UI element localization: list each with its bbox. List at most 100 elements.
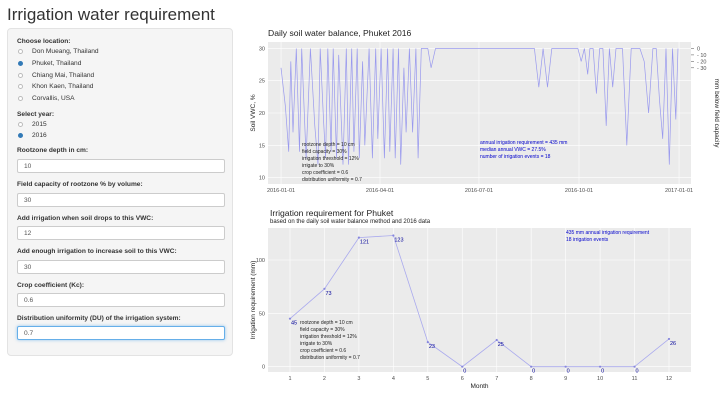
x-tick-label: 2016-04-01 — [366, 188, 394, 194]
data-label: 25 — [498, 342, 504, 348]
monthly-param-text: distribution uniformity = 0.7 — [300, 355, 360, 361]
monthly-param-text: irrigation threshold = 12% — [300, 334, 357, 340]
monthly-param-text: crop coefficient = 0.6 — [300, 348, 346, 354]
y-tick-label: 25 — [259, 79, 265, 85]
data-point — [633, 365, 636, 368]
irrigate-to-input[interactable] — [17, 260, 225, 274]
location-option-chiang-mai[interactable]: Chiang Mai, Thailand — [18, 71, 94, 80]
data-point — [667, 337, 671, 341]
x-tick-label: 2016-10-01 — [565, 188, 593, 194]
data-point — [288, 317, 292, 320]
radio-icon[interactable] — [18, 122, 23, 127]
daily-param-text: irrigate to 30% — [302, 163, 335, 169]
y2-tick-label: - 30 — [697, 66, 706, 72]
y2-tick-label: 0 — [697, 46, 700, 52]
data-label: 0 — [532, 369, 535, 375]
x-tick-label: 9 — [564, 376, 567, 382]
y-axis-label: Soil VWC, % — [250, 94, 257, 131]
data-label: 0 — [567, 369, 570, 375]
monthly-plot-subtitle: based on the daily soil water balance me… — [270, 219, 431, 225]
rootzone-depth-input[interactable] — [17, 159, 225, 173]
y2-tick-label: - 10 — [697, 53, 706, 59]
data-point — [461, 365, 464, 368]
data-point — [357, 236, 361, 239]
daily-chart: 10 15 20 25 30 2016-01-01 2016-04-01 2016-07-01… — [250, 42, 720, 194]
y-tick-label: 50 — [259, 311, 265, 317]
irrigation-threshold-label: Add irrigation when soil drops to this V… — [17, 215, 154, 222]
y-tick-label: 100 — [256, 258, 265, 264]
location-label: Choose location: — [17, 38, 71, 45]
plot-panel — [268, 228, 691, 372]
x-tick-label: 6 — [461, 376, 464, 382]
x-tick-label: 5 — [426, 376, 429, 382]
radio-icon[interactable] — [18, 96, 23, 101]
daily-param-text: crop coefficient = 0.6 — [302, 170, 348, 176]
daily-plot-title: Daily soil water balance, Phuket 2016 — [268, 28, 412, 38]
vwc-series-line — [280, 48, 679, 165]
distribution-uniformity-label: Distribution uniformity (DU) of the irri… — [17, 315, 181, 322]
monthly-param-text: irrigate to 30% — [300, 341, 333, 347]
x-tick-label: 8 — [530, 376, 533, 382]
y-axis-label: Irrigation requirement (mm) — [250, 261, 257, 340]
app-title: Irrigation water requirement — [7, 5, 215, 24]
x-tick-label: 1 — [288, 376, 291, 382]
daily-param-text: field capacity = 30% — [302, 149, 347, 155]
data-point — [426, 341, 429, 344]
y2-tick-label: - 20 — [697, 59, 706, 65]
field-capacity-input[interactable] — [17, 193, 225, 207]
x-tick-label: 11 — [632, 376, 638, 382]
monthly-annotation-text: 435 mm annual irrigation requirement — [566, 230, 650, 236]
x-tick-label: 2017-01-01 — [665, 188, 693, 194]
data-label: 0 — [463, 369, 466, 375]
data-label: 26 — [670, 341, 676, 347]
x-tick-label: 4 — [392, 376, 395, 382]
radio-icon[interactable] — [18, 73, 23, 78]
data-label: 45 — [291, 321, 297, 327]
location-option-don-mueang[interactable]: Don Mueang, Thailand — [18, 47, 99, 56]
x-tick-label: 2016-01-01 — [267, 188, 295, 194]
year-option-2016[interactable]: 2016 — [18, 131, 47, 140]
crop-coefficient-input[interactable] — [17, 293, 225, 307]
data-label: 73 — [325, 291, 331, 297]
year-label: Select year: — [17, 111, 55, 118]
location-option-khon-kaen[interactable]: Khon Kaen, Thailand — [18, 82, 93, 91]
distribution-uniformity-input[interactable] — [17, 326, 225, 340]
x-tick-label: 12 — [666, 376, 672, 382]
data-point — [564, 365, 567, 368]
location-option-phuket[interactable]: Phuket, Thailand — [18, 59, 81, 68]
data-label: 121 — [360, 240, 369, 246]
data-point — [530, 365, 533, 368]
daily-param-text: irrigation threshold = 12% — [302, 156, 359, 162]
data-point — [598, 365, 602, 368]
location-option-corvallis[interactable]: Corvallis, USA — [18, 94, 75, 103]
irrigation-threshold-input[interactable] — [17, 226, 225, 240]
year-option-2015[interactable]: 2015 — [18, 120, 47, 129]
irrigate-to-label: Add enough irrigation to increase soil t… — [17, 248, 177, 255]
daily-stats-text: number of irrigation events = 18 — [480, 154, 551, 160]
data-label: 0 — [636, 369, 639, 375]
data-point — [392, 234, 395, 237]
daily-stats-text: median annual VWC = 27.5% — [480, 147, 546, 153]
radio-selected-icon[interactable] — [18, 133, 23, 138]
radio-icon[interactable] — [18, 84, 23, 89]
data-label: 0 — [601, 369, 604, 375]
crop-coefficient-label: Crop coefficient (Kc): — [17, 282, 85, 289]
y-tick-label: 10 — [259, 176, 265, 182]
monthly-param-text: rootzone depth = 10 cm — [300, 320, 353, 326]
field-capacity-label: Field capacity of rootzone % by volume: — [17, 181, 143, 188]
x-axis-label: Month — [470, 383, 488, 390]
x-tick-label: 3 — [357, 376, 360, 382]
data-point — [495, 338, 498, 342]
y2-axis-label: mm below field capacity — [713, 79, 720, 149]
sidebar-panel: Choose location: Don Mueang, Thailand Ph… — [7, 28, 233, 356]
x-tick-label: 2016-07-01 — [465, 188, 493, 194]
radio-icon[interactable] — [18, 49, 23, 54]
daily-stats-text: annual irrigation requirement = 435 mm — [480, 140, 567, 146]
data-label: 123 — [394, 237, 403, 243]
monthly-plot-title: Irrigation requirement for Phuket — [270, 208, 394, 218]
monthly-series-line — [289, 235, 670, 368]
data-point — [323, 287, 326, 290]
radio-selected-icon[interactable] — [18, 61, 23, 66]
data-label: 23 — [429, 344, 435, 350]
